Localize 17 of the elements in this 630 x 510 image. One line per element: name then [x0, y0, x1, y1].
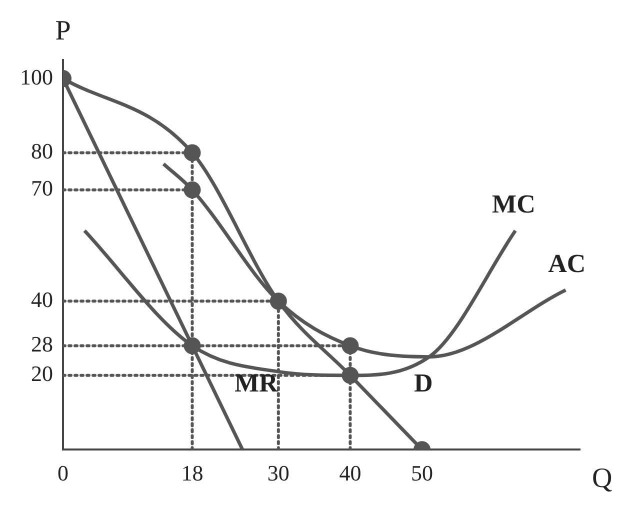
x-tick-label: 30: [267, 460, 290, 486]
y-tick-label: 20: [31, 361, 53, 386]
y-tick-label: 70: [31, 176, 53, 201]
x-tick-label: 0: [58, 460, 68, 486]
series-label: D: [414, 368, 433, 398]
x-axis-title: Q: [592, 462, 612, 494]
x-tick-label: 50: [411, 460, 434, 486]
y-tick-label: 100: [20, 64, 53, 90]
series-label: MC: [492, 189, 536, 218]
x-tick-label: 40: [339, 460, 362, 486]
x-tick-label: 18: [181, 460, 204, 486]
y-axis-title: P: [55, 15, 71, 46]
y-tick-label: 40: [31, 286, 53, 312]
series-label: AC: [548, 248, 586, 278]
y-tick-label: 28: [31, 331, 53, 356]
y-tick-label: 80: [31, 138, 53, 164]
series-label: MR: [234, 368, 278, 398]
